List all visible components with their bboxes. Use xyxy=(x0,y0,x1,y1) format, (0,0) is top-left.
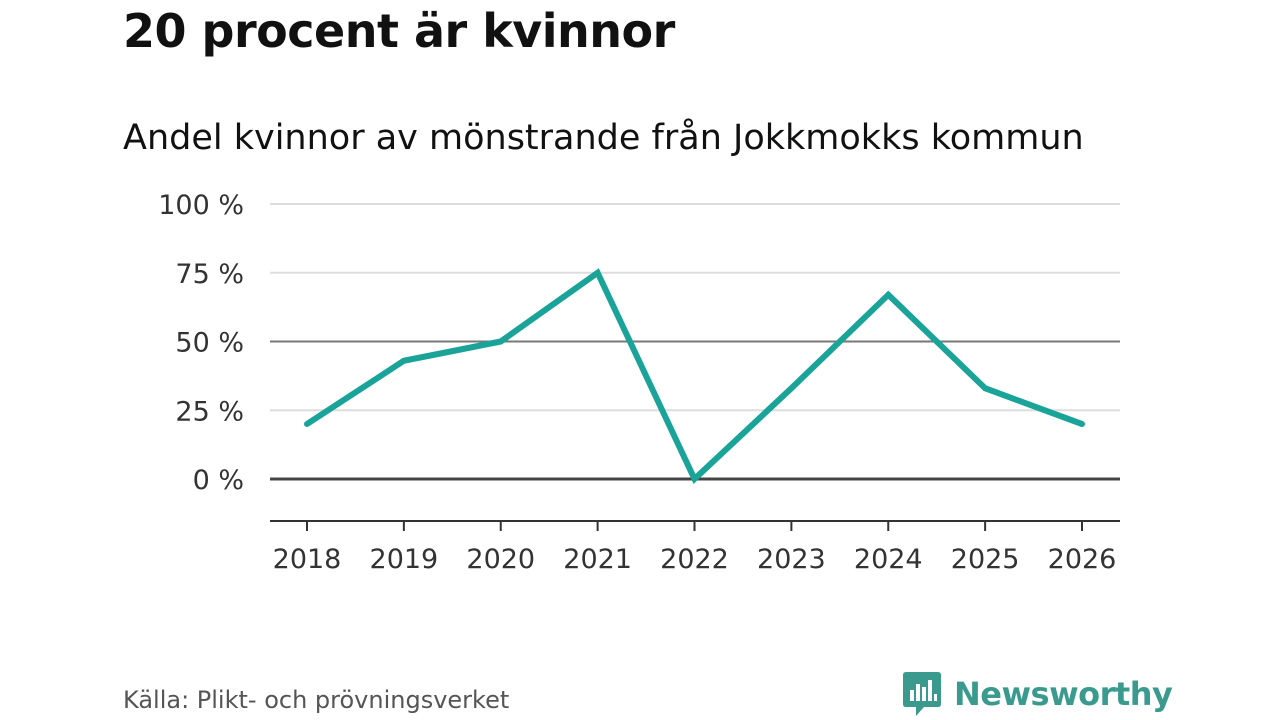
series-line xyxy=(304,268,1085,485)
source-note: Källa: Plikt- och prövningsverket xyxy=(123,686,510,714)
x-tick-label: 2021 xyxy=(563,544,632,575)
y-tick-label: 0 % xyxy=(193,465,244,496)
x-tick-label: 2020 xyxy=(466,544,535,575)
x-tick-label: 2022 xyxy=(660,544,729,575)
gridlines xyxy=(270,203,1120,481)
brand: Newsworthy xyxy=(902,670,1173,718)
x-tick-label: 2023 xyxy=(757,544,826,575)
chart-subtitle: Andel kvinnor av mönstrande från Jokkmok… xyxy=(123,118,1084,158)
line-chart: 0 % 25 % 50 % 75 % 100 % 2018 2019 2020 2021 202… xyxy=(158,190,1120,575)
brand-name: Newsworthy xyxy=(954,675,1173,713)
y-tick-label: 100 % xyxy=(158,190,244,221)
x-tick-label: 2024 xyxy=(854,544,923,575)
page-title: 20 procent är kvinnor xyxy=(123,4,675,58)
newsworthy-logo-icon xyxy=(903,672,941,716)
x-tick-label: 2026 xyxy=(1048,544,1117,575)
y-tick-label: 75 % xyxy=(175,259,244,290)
x-tick-label: 2018 xyxy=(273,544,342,575)
y-tick-label: 25 % xyxy=(175,396,244,427)
y-axis-labels: 0 % 25 % 50 % 75 % 100 % xyxy=(158,190,244,496)
x-tick-label: 2019 xyxy=(370,544,439,575)
y-tick-label: 50 % xyxy=(175,328,244,359)
data-series xyxy=(304,268,1085,485)
x-axis xyxy=(270,520,1120,531)
x-tick-label: 2025 xyxy=(951,544,1020,575)
x-axis-labels: 2018 2019 2020 2021 2022 2023 2024 2025 2026 xyxy=(273,544,1117,575)
